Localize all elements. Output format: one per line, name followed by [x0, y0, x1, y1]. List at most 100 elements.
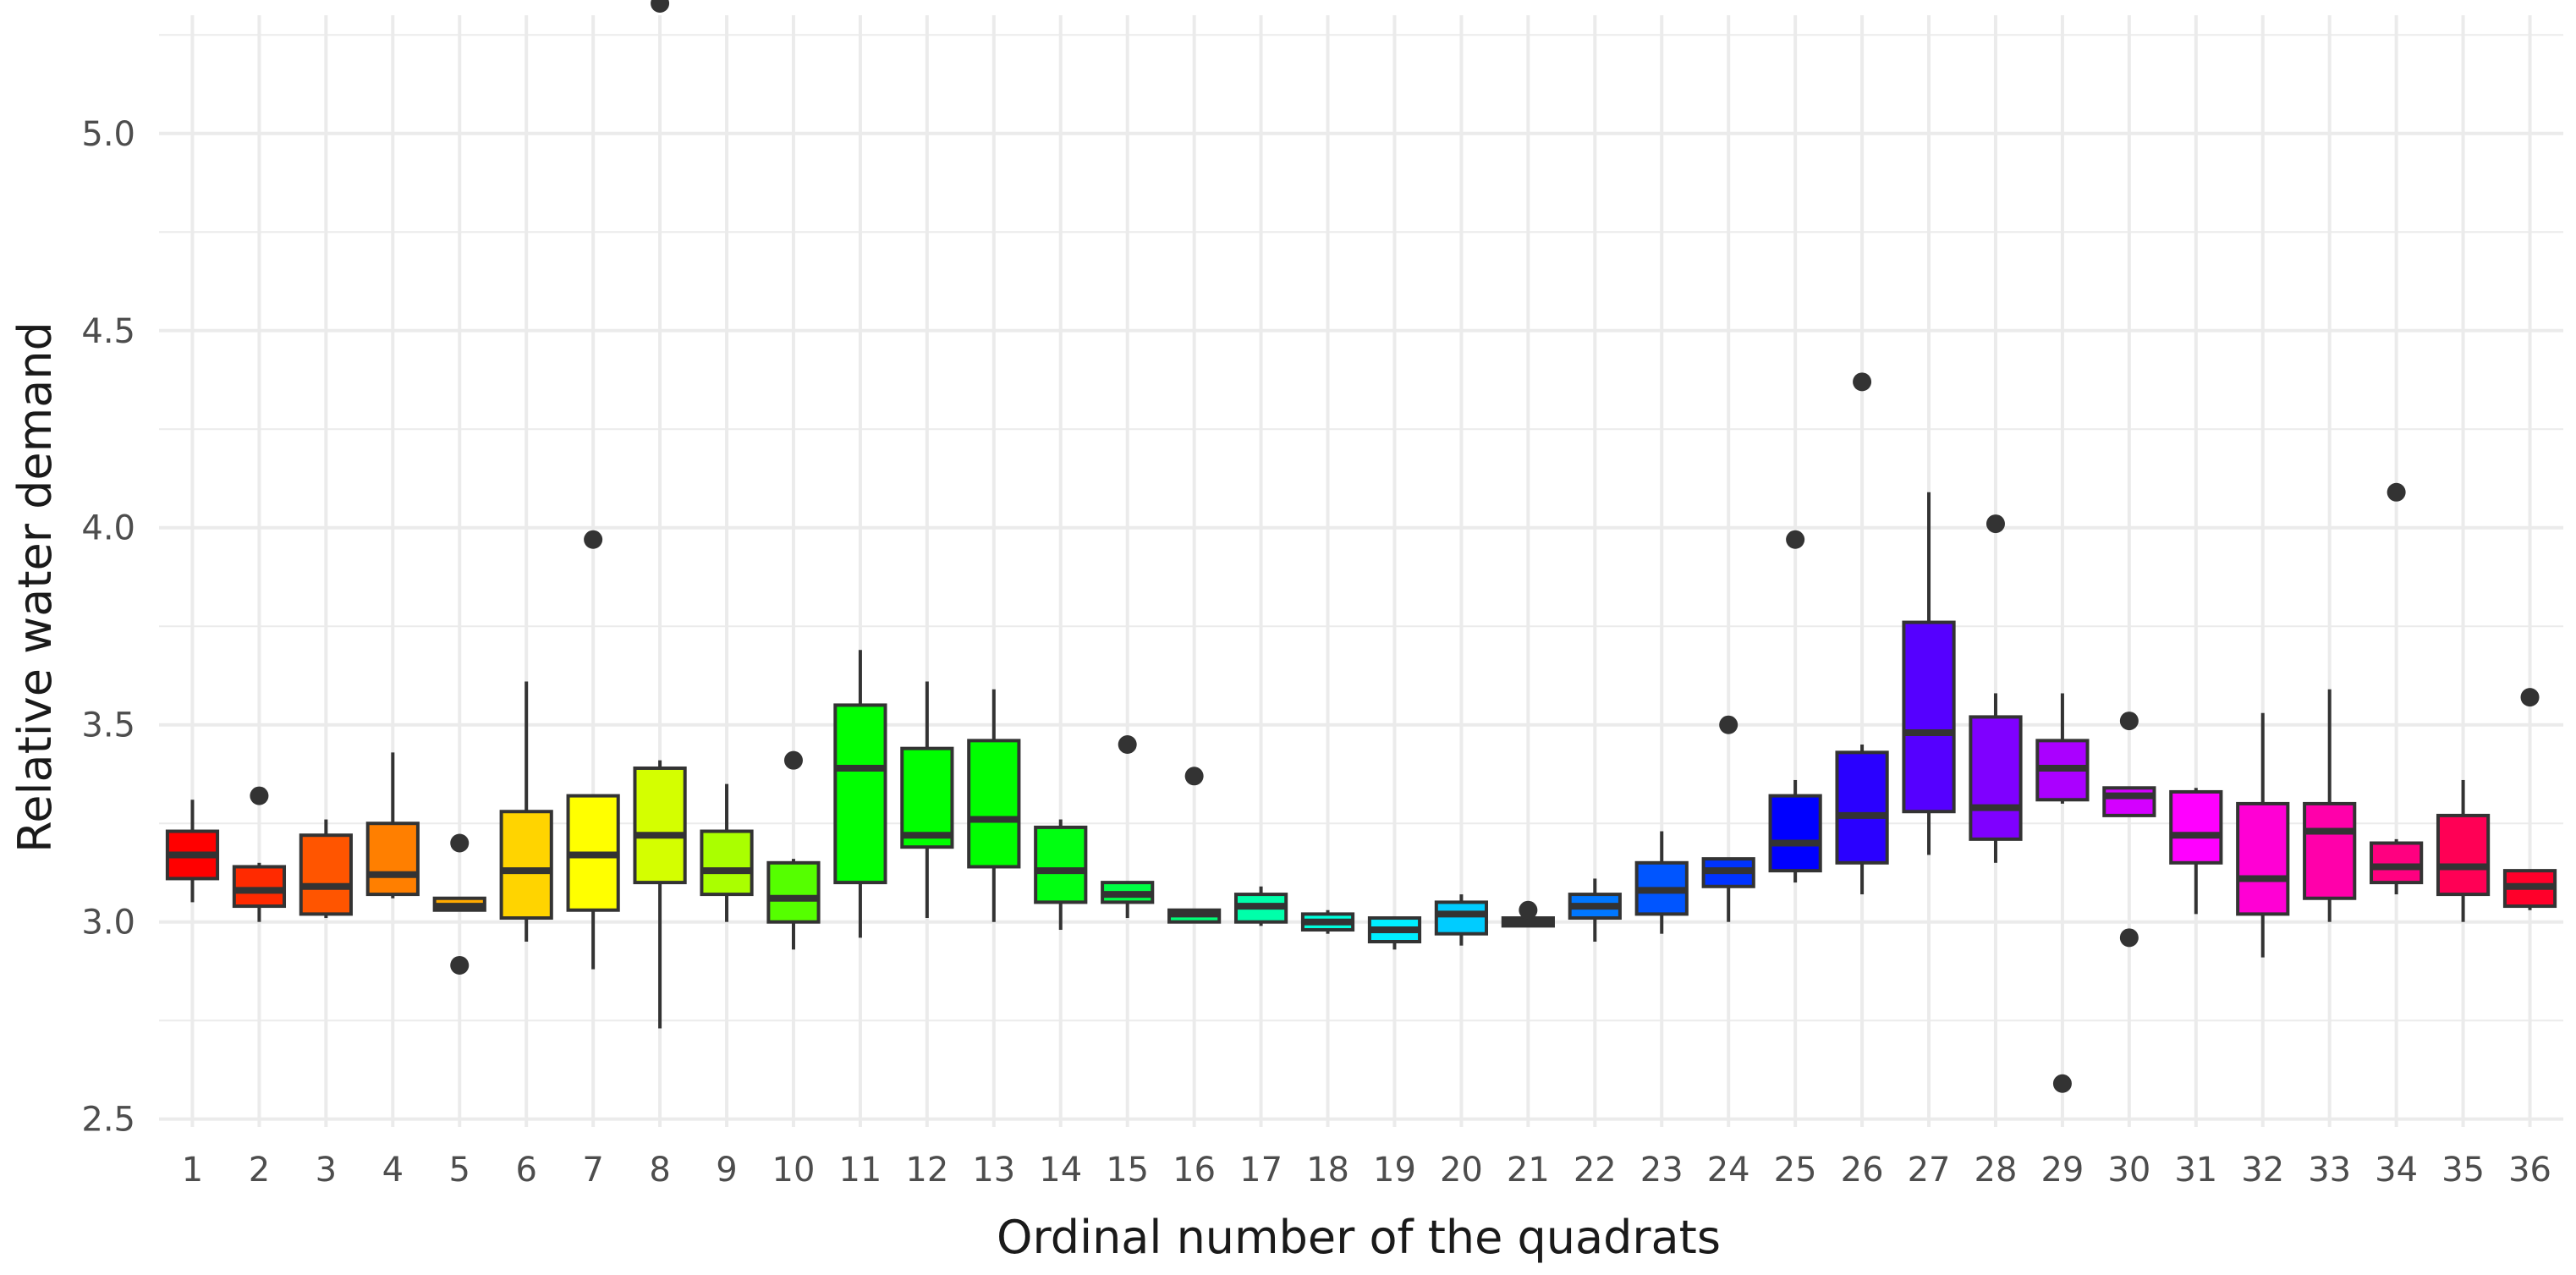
box-quadrat-8: [633, 0, 687, 1029]
box-quadrat-6: [499, 681, 553, 942]
x-axis-title: Ordinal number of the quadrats: [997, 1211, 1721, 1264]
outlier-point: [1719, 715, 1738, 734]
x-tick-label: 29: [2040, 1151, 2084, 1190]
box-body: [1969, 715, 2023, 841]
y-tick-label: 4.0: [81, 509, 135, 548]
x-tick-label: 7: [582, 1151, 603, 1190]
box-body: [2303, 801, 2357, 900]
box-quadrat-28: [1969, 514, 2023, 863]
x-tick-label: 18: [1306, 1151, 1349, 1190]
box-quadrat-10: [766, 750, 821, 950]
box-quadrat-1: [165, 800, 220, 903]
box-body: [766, 860, 821, 924]
x-tick-label: 25: [1774, 1151, 1817, 1190]
outlier-point: [450, 955, 470, 975]
box-quadrat-7: [566, 530, 620, 970]
box-quadrat-25: [1768, 530, 1822, 883]
x-tick-label: 20: [1440, 1151, 1483, 1190]
x-tick-label: 31: [2174, 1151, 2217, 1190]
x-tick-label: 5: [449, 1151, 470, 1190]
box-body: [499, 810, 553, 921]
outlier-point: [584, 530, 603, 549]
box-quadrat-31: [2169, 788, 2223, 915]
box-body: [900, 746, 954, 849]
box-quadrat-26: [1835, 372, 1889, 895]
x-tick-label: 35: [2441, 1151, 2485, 1190]
x-tick-label: 16: [1173, 1151, 1216, 1190]
x-tick-label: 1: [182, 1151, 203, 1190]
outlier-point: [1986, 514, 2005, 534]
box-quadrat-21: [1501, 900, 1555, 928]
box-quadrat-11: [833, 650, 887, 938]
box-quadrat-14: [1034, 819, 1088, 931]
outlier-point: [1118, 735, 1137, 755]
x-tick-label: 22: [1574, 1151, 1617, 1190]
x-tick-label: 19: [1373, 1151, 1416, 1190]
y-axis-title: Relative water demand: [8, 321, 62, 853]
box-quadrat-17: [1233, 886, 1288, 926]
outlier-point: [783, 750, 803, 770]
x-tick-label: 10: [772, 1151, 816, 1190]
box-quadrat-16: [1167, 767, 1222, 924]
x-tick-label: 33: [2308, 1151, 2351, 1190]
x-tick-label: 15: [1106, 1151, 1149, 1190]
x-tick-label: 17: [1239, 1151, 1283, 1190]
box-quadrat-27: [1902, 492, 1956, 855]
x-tick-label: 36: [2508, 1151, 2551, 1190]
box-quadrat-15: [1101, 735, 1155, 919]
box-body: [1034, 825, 1088, 904]
box-body: [1434, 900, 1489, 936]
x-tick-label: 34: [2375, 1151, 2418, 1190]
box-body: [2370, 841, 2424, 885]
x-tick-label: 32: [2241, 1151, 2284, 1190]
outlier-point: [1519, 900, 1538, 920]
y-tick-label: 3.0: [81, 904, 135, 943]
box-body: [1768, 794, 1822, 873]
x-tick-label: 8: [649, 1151, 670, 1190]
box-quadrat-18: [1300, 910, 1355, 934]
outlier-point: [651, 0, 670, 14]
box-quadrat-23: [1634, 831, 1689, 934]
x-tick-label: 21: [1507, 1151, 1550, 1190]
x-tick-label: 28: [1975, 1151, 2018, 1190]
outlier-point: [2387, 482, 2406, 502]
box-quadrat-19: [1367, 916, 1422, 950]
box-quadrat-24: [1701, 715, 1755, 922]
x-tick-label: 2: [249, 1151, 270, 1190]
outlier-point: [1786, 530, 1805, 549]
y-tick-labels: 2.5 3.0 3.5 4.0 4.5 5.0: [81, 115, 135, 1140]
outlier-point: [1184, 767, 1204, 786]
box-quadrat-4: [365, 752, 420, 899]
x-tick-labels: 1 2 3 4 5 6 7 8 9 10 11 12 13 14 15 16 17 18 19 20 21 22 23 24 2…: [182, 1151, 2551, 1190]
box-quadrat-9: [700, 783, 754, 922]
box-quadrat-35: [2436, 779, 2491, 922]
box-quadrat-29: [2035, 693, 2090, 1093]
box-quadrat-3: [299, 819, 353, 919]
y-tick-label: 5.0: [81, 115, 135, 154]
x-tick-label: 27: [1908, 1151, 1951, 1190]
box-quadrat-5: [432, 833, 486, 975]
box-quadrat-22: [1568, 878, 1622, 942]
x-tick-label: 4: [382, 1151, 404, 1190]
y-tick-label: 3.5: [81, 706, 135, 745]
outlier-point: [2119, 928, 2139, 948]
x-tick-label: 24: [1707, 1151, 1750, 1190]
outlier-point: [250, 786, 269, 805]
x-tick-label: 14: [1039, 1151, 1082, 1190]
box-quadrat-30: [2102, 712, 2156, 948]
outlier-point: [450, 833, 470, 853]
box-body: [833, 703, 887, 885]
outlier-point: [2052, 1074, 2072, 1093]
x-tick-label: 13: [972, 1151, 1015, 1190]
x-tick-label: 30: [2107, 1151, 2150, 1190]
x-tick-label: 12: [905, 1151, 948, 1190]
box-body: [299, 833, 353, 916]
box-quadrat-32: [2236, 712, 2290, 958]
box-quadrat-34: [2370, 482, 2424, 895]
box-layer: [165, 0, 2557, 1093]
box-quadrat-20: [1434, 894, 1489, 946]
box-body: [2169, 789, 2223, 865]
x-tick-label: 26: [1841, 1151, 1884, 1190]
